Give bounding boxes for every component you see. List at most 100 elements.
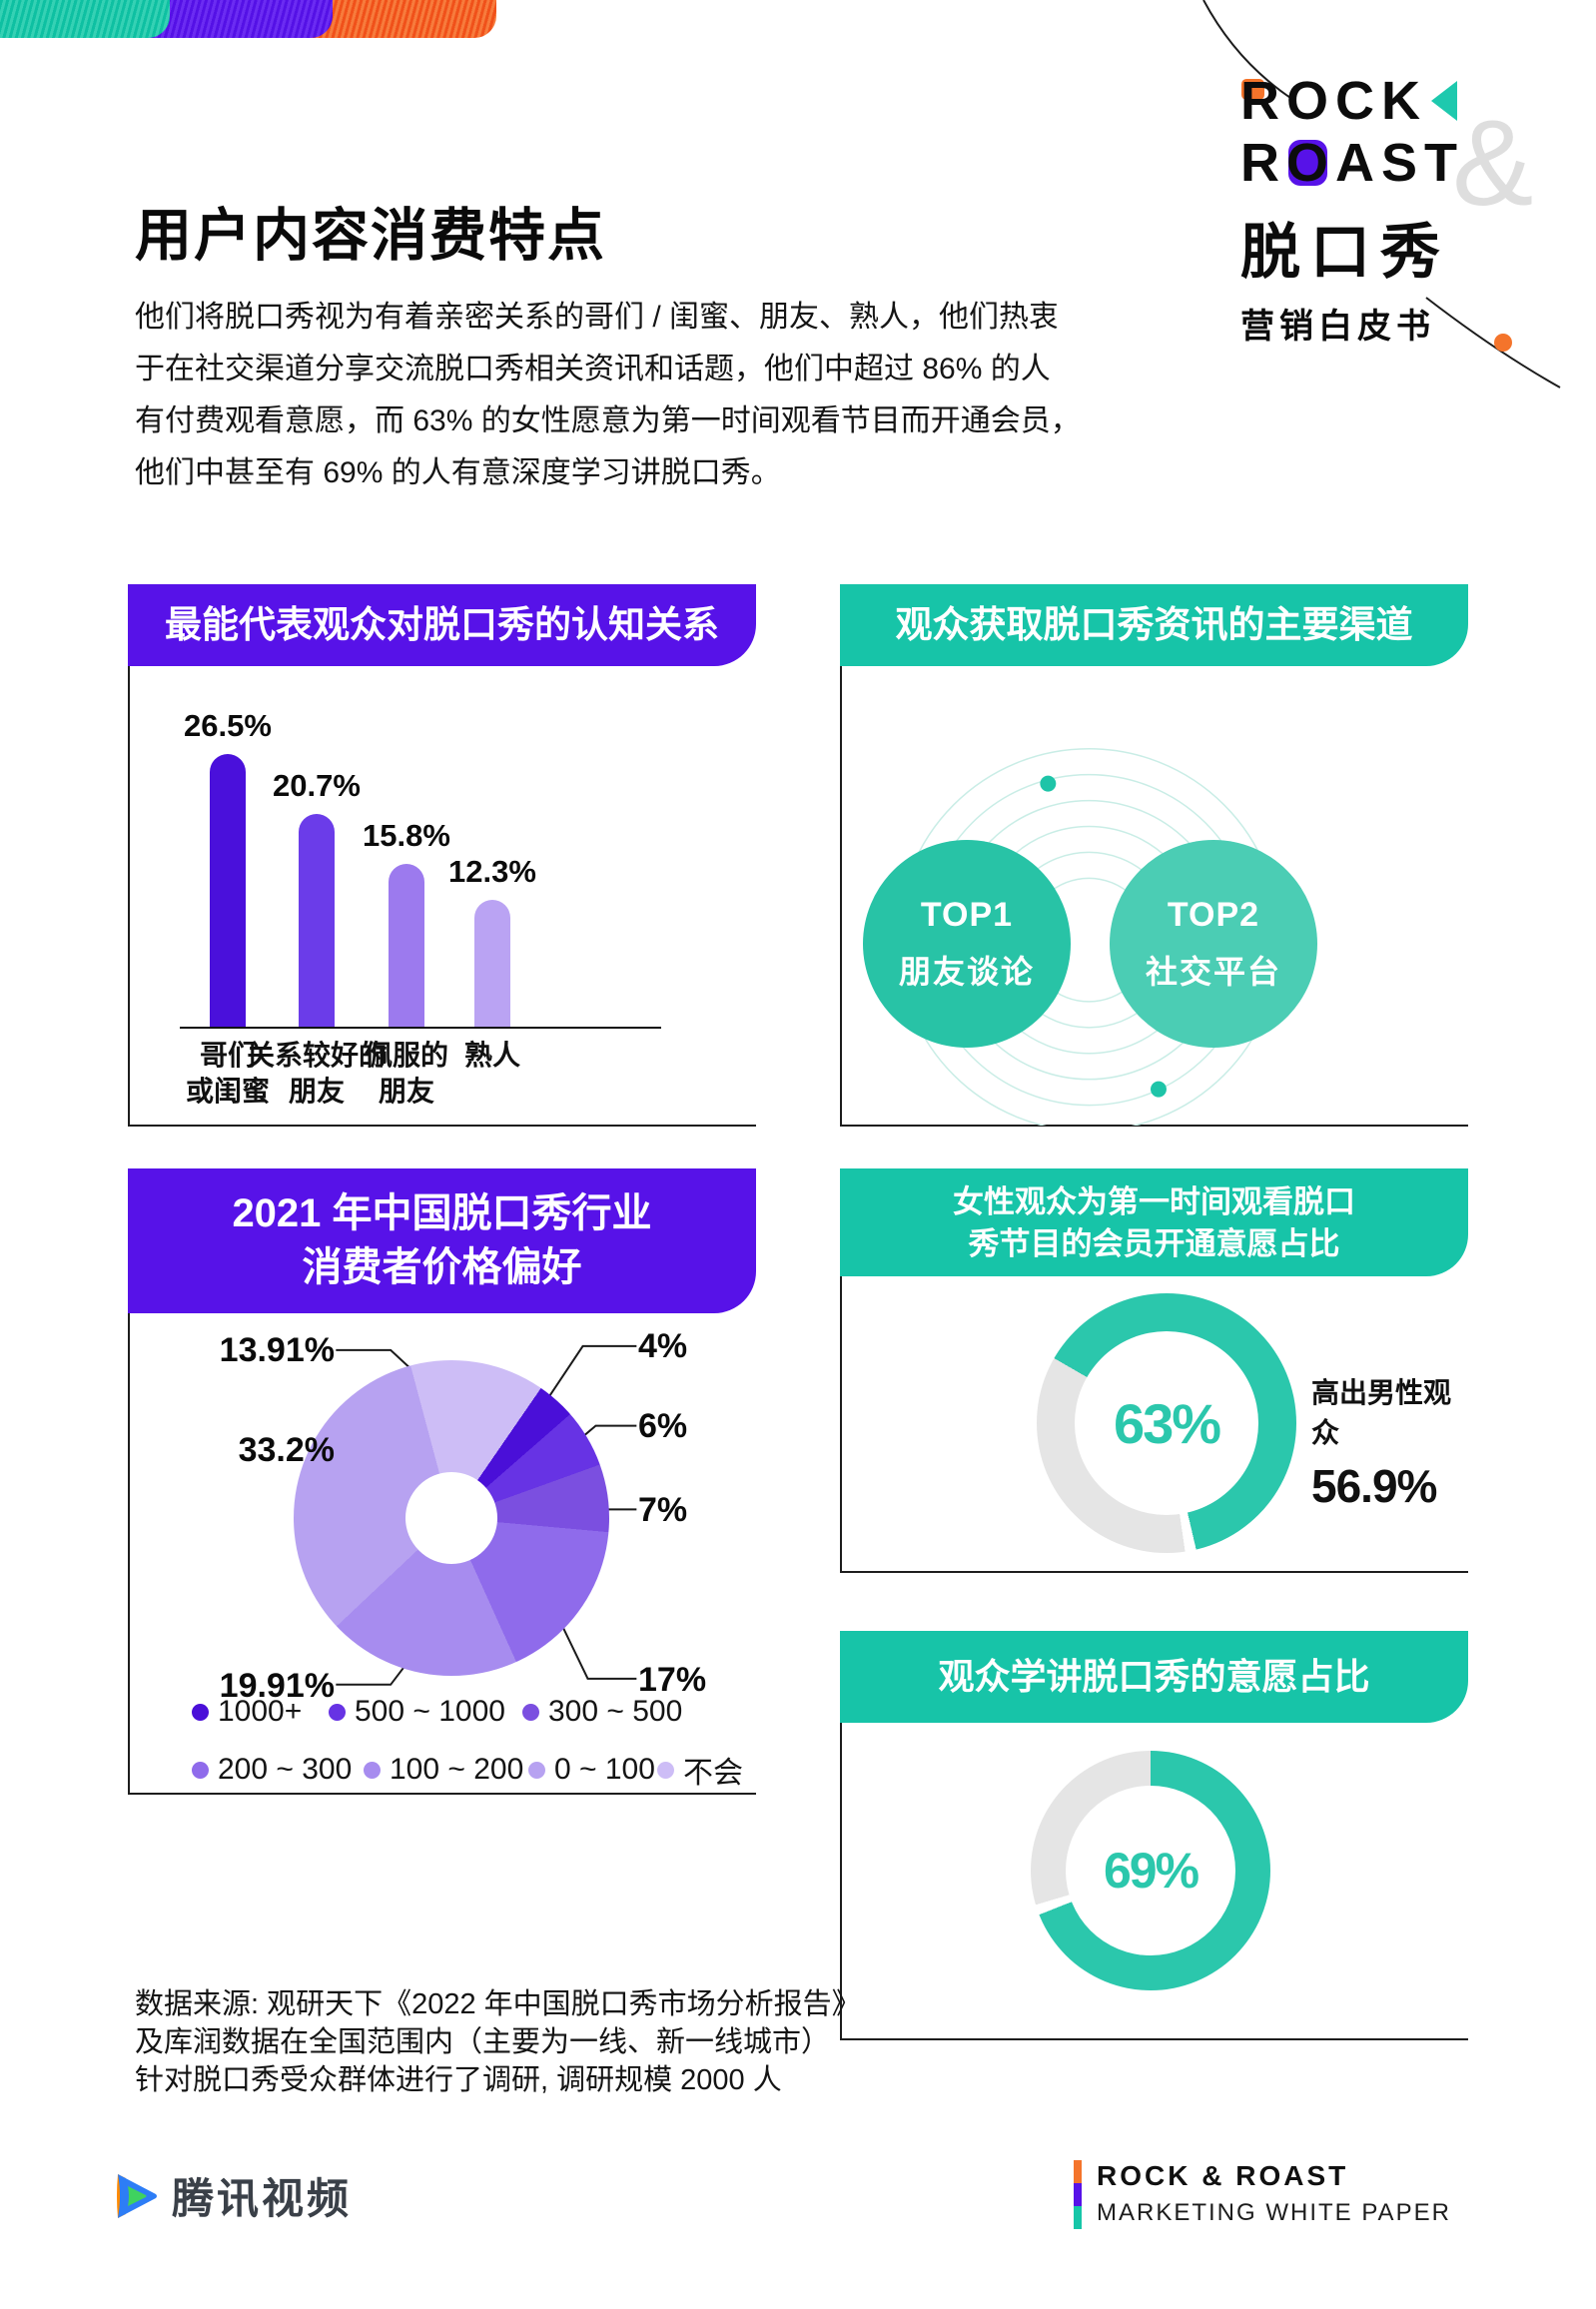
pie-callout-label: 13.91% bbox=[219, 1331, 335, 1369]
legend-item-不会: 不会 bbox=[657, 1753, 743, 1790]
female-note-value: 56.9% bbox=[1311, 1460, 1437, 1512]
panel-price: 2021 年中国脱口秀行业 消费者价格偏好 13.91% 4% 6% 7% 17% 19.… bbox=[128, 1168, 756, 1795]
price-donut-hole bbox=[405, 1472, 497, 1564]
intro-line: 于在社交渠道分享交流脱口秀相关资讯和话题，他们中超过 86% 的人 bbox=[135, 353, 1051, 385]
tencent-video-name: 腾讯视频 bbox=[172, 2175, 353, 2222]
panel-channels: 观众获取脱口秀资讯的主要渠道 TOP1 朋友谈论 TOP2 社交平台 bbox=[840, 584, 1468, 1127]
learn-gauge-donut: 69% bbox=[1031, 1751, 1270, 1990]
legend-label: 不会 bbox=[683, 1757, 743, 1790]
bar-value-label: 12.3% bbox=[448, 854, 536, 889]
female-gauge-donut: 63% bbox=[1037, 1293, 1296, 1553]
female-gauge-value: 63% bbox=[1113, 1391, 1221, 1455]
panel-female-body: 63% 高出男性观众 56.9% bbox=[840, 1276, 1468, 1573]
female-gauge-hole: 63% bbox=[1075, 1331, 1258, 1515]
top1-rank: TOP1 bbox=[920, 895, 1014, 934]
panel-learn-title: 观众学讲脱口秀的意愿占比 bbox=[840, 1631, 1468, 1723]
pie-callout-label: 4% bbox=[638, 1327, 688, 1365]
legend-dot bbox=[192, 1703, 209, 1721]
top1-circle: TOP1 朋友谈论 bbox=[863, 840, 1071, 1048]
footer-brand-name: ROCK & ROAST bbox=[1097, 2160, 1349, 2191]
learn-gauge-hole: 69% bbox=[1066, 1786, 1235, 1955]
bar-category-label: 佩服的 朋友 bbox=[364, 1040, 448, 1107]
top-stripe-teal bbox=[0, 0, 170, 38]
source-line: 针对脱口秀受众群体进行了调研, 调研规模 2000 人 bbox=[135, 2064, 782, 2096]
intro-line: 他们将脱口秀视为有着亲密关系的哥们 / 闺蜜、朋友、熟人，他们热衷 bbox=[135, 301, 1060, 334]
bar-category-label: 哥们 或闺蜜 bbox=[185, 1040, 270, 1107]
panel-female-title-line2: 秀节目的会员开通意愿占比 bbox=[968, 1226, 1340, 1261]
legend-dot bbox=[329, 1703, 346, 1721]
legend-item-200 ~ 300: 200 ~ 300 bbox=[192, 1753, 352, 1787]
female-note-text: 高出男性观众 bbox=[1311, 1377, 1452, 1448]
legend-label: 0 ~ 100 bbox=[554, 1753, 655, 1786]
female-note: 高出男性观众 56.9% bbox=[1311, 1371, 1468, 1513]
top2-rank: TOP2 bbox=[1167, 895, 1260, 934]
panel-female: 女性观众为第一时间观看脱口 秀节目的会员开通意愿占比 63% 高出男性观众 56… bbox=[840, 1168, 1468, 1573]
bar-value-label: 15.8% bbox=[363, 818, 450, 853]
panel-learn-body: 69% bbox=[840, 1723, 1468, 2040]
panel-price-body: 13.91% 4% 6% 7% 17% 19.91% 33.2% 1000+ 500 ~ 100… bbox=[128, 1313, 756, 1795]
pie-callout-label: 6% bbox=[638, 1407, 688, 1445]
legend-label: 300 ~ 500 bbox=[548, 1695, 683, 1728]
bar-value-label: 20.7% bbox=[273, 768, 361, 803]
legend-dot bbox=[192, 1761, 209, 1779]
pie-callout-label: 33.2% bbox=[238, 1431, 335, 1469]
logo-chinese-name: 脱口秀 bbox=[1240, 219, 1450, 286]
panel-cognition: 最能代表观众对脱口秀的认知关系 26.5% 哥们 或闺蜜 20.7% 关系较好的 朋友 15… bbox=[128, 584, 756, 1127]
bar-熟人 bbox=[474, 900, 510, 1027]
panel-channels-title: 观众获取脱口秀资讯的主要渠道 bbox=[840, 584, 1468, 666]
intro-line: 有付费观看意愿，而 63% 的女性愿意为第一时间观看节目而开通会员， bbox=[135, 404, 1081, 437]
panel-price-title-line2: 消费者价格偏好 bbox=[302, 1245, 582, 1289]
panel-price-title-line1: 2021 年中国脱口秀行业 bbox=[232, 1191, 652, 1235]
bar-category-label: 关系较好的 朋友 bbox=[246, 1040, 387, 1107]
intro-paragraph: 他们将脱口秀视为有着亲密关系的哥们 / 闺蜜、朋友、熟人，他们热衷 于在社交渠道… bbox=[135, 292, 1134, 499]
teal-dot bbox=[1040, 775, 1057, 792]
logo-rock-word: ROCK bbox=[1240, 70, 1427, 132]
pie-callout-label: 17% bbox=[638, 1661, 707, 1699]
orange-square-icon bbox=[1241, 79, 1264, 100]
footer-brand-subtitle: MARKETING WHITE PAPER bbox=[1097, 2199, 1451, 2226]
bar-佩服的朋友 bbox=[389, 864, 424, 1027]
bar-chart: 26.5% 哥们 或闺蜜 20.7% 关系较好的 朋友 15.8% 佩服的 朋友 12.3% 熟人 bbox=[130, 666, 756, 1125]
legend-dot bbox=[657, 1761, 674, 1779]
price-donut-chart bbox=[294, 1360, 609, 1676]
bar-chart-baseline bbox=[180, 1027, 661, 1029]
source-line: 数据来源: 观研天下《2022 年中国脱口秀市场分析报告》 bbox=[135, 1988, 861, 2020]
bar-关系较好的朋友 bbox=[299, 814, 335, 1027]
source-line: 及库润数据在全国范围内（主要为一线、新一线城市） bbox=[135, 2026, 831, 2058]
panel-cognition-title: 最能代表观众对脱口秀的认知关系 bbox=[128, 584, 756, 666]
pie-callout-label: 19.91% bbox=[219, 1667, 335, 1705]
legend-label: 1000+ bbox=[218, 1695, 303, 1728]
top2-circle: TOP2 社交平台 bbox=[1110, 840, 1317, 1048]
bar-category-label: 熟人 bbox=[463, 1040, 520, 1071]
panel-cognition-body: 26.5% 哥们 或闺蜜 20.7% 关系较好的 朋友 15.8% 佩服的 朋友 12.3% 熟人 bbox=[128, 666, 756, 1127]
logo-rock-text: ROCK bbox=[1240, 71, 1427, 131]
legend-dot bbox=[364, 1761, 381, 1779]
bar-哥们或闺蜜 bbox=[210, 754, 246, 1027]
legend-item-100 ~ 200: 100 ~ 200 bbox=[364, 1753, 523, 1787]
logo-roast-o: O bbox=[1286, 133, 1336, 193]
panel-female-title: 女性观众为第一时间观看脱口 秀节目的会员开通意愿占比 bbox=[840, 1168, 1468, 1276]
legend-item-300 ~ 500: 300 ~ 500 bbox=[522, 1695, 682, 1729]
tencent-video-logo: 腾讯视频 bbox=[112, 2165, 352, 2226]
pie-callout-label: 7% bbox=[638, 1491, 688, 1529]
teal-dot bbox=[1151, 1081, 1167, 1098]
data-source-note: 数据来源: 观研天下《2022 年中国脱口秀市场分析报告》 及库润数据在全国范围… bbox=[135, 1985, 861, 2099]
tricolor-bar-icon bbox=[1074, 2160, 1082, 2229]
logo-roast-ast: AST bbox=[1335, 133, 1465, 193]
page-title: 用户内容消费特点 bbox=[135, 204, 606, 268]
rock-and-roast-logo: ROCK & R O AST 脱口秀 营销白皮书 bbox=[1240, 70, 1550, 348]
legend-item-500 ~ 1000: 500 ~ 1000 bbox=[329, 1695, 505, 1729]
bar-value-label: 26.5% bbox=[184, 708, 272, 743]
legend-label: 100 ~ 200 bbox=[390, 1753, 524, 1786]
panel-female-title-line1: 女性观众为第一时间观看脱口 bbox=[953, 1184, 1355, 1219]
intro-line: 他们中甚至有 69% 的人有意深度学习讲脱口秀。 bbox=[135, 456, 781, 489]
legend-item-0 ~ 100: 0 ~ 100 bbox=[528, 1753, 655, 1787]
legend-label: 200 ~ 300 bbox=[218, 1753, 353, 1786]
footer-brand-block: ROCK & ROAST MARKETING WHITE PAPER bbox=[1074, 2160, 1451, 2229]
logo-roast-word: R O AST bbox=[1240, 132, 1550, 194]
logo-subtitle: 营销白皮书 bbox=[1240, 308, 1435, 346]
panel-learn: 观众学讲脱口秀的意愿占比 69% bbox=[840, 1631, 1468, 2040]
logo-ampersand: & bbox=[1452, 95, 1534, 231]
top2-label: 社交平台 bbox=[1145, 953, 1281, 990]
